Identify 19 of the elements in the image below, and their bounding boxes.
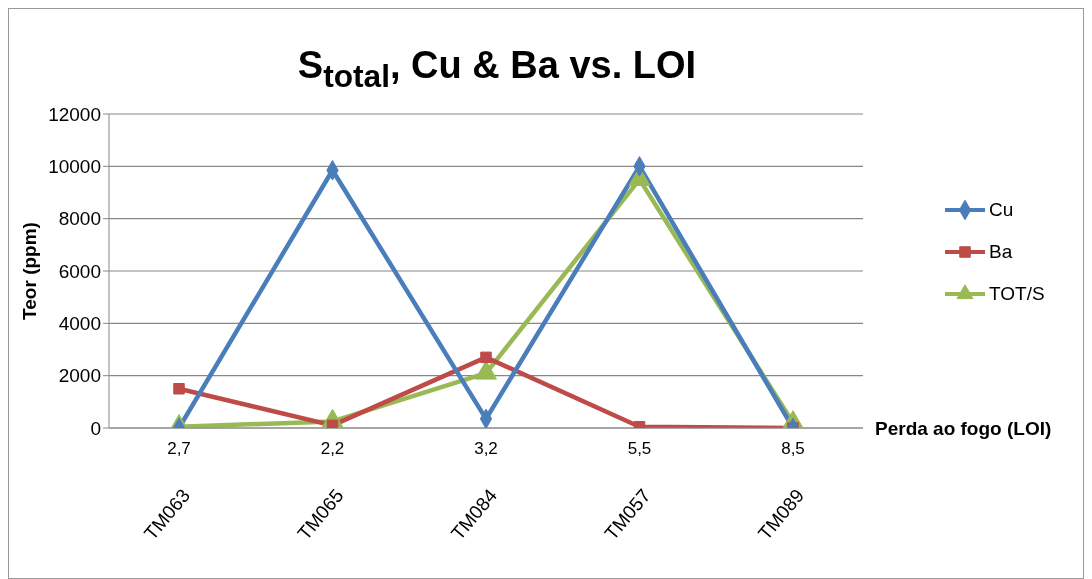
y-tick-label: 8000 <box>58 208 101 230</box>
x-axis-title: Perda ao fogo (LOI) <box>875 418 1052 440</box>
y-tick-label: 4000 <box>58 313 101 335</box>
legend-label: Ba <box>989 241 1013 263</box>
chart-title: S$_{total}$, Cu & Ba vs. LOI <box>296 44 698 95</box>
point <box>475 360 497 380</box>
x-tick-label: 3,2 <box>474 439 498 458</box>
y-axis-title: Teor (ppm) <box>18 222 40 320</box>
legend-label: TOT/S <box>989 283 1045 305</box>
y-tick-label: 6000 <box>58 260 101 282</box>
y-tick-label: 12000 <box>48 103 101 125</box>
y-tick-label: 0 <box>90 417 101 439</box>
y-tick-label: 10000 <box>48 156 101 178</box>
x-tick-label: 8,5 <box>781 439 805 458</box>
legend-label: Cu <box>989 199 1014 221</box>
y-tick-label: 2000 <box>58 365 101 387</box>
x-tick-label: 5,5 <box>627 439 652 458</box>
x-tick-label: 2,2 <box>320 439 345 458</box>
x-tick-label: 2,7 <box>167 439 191 458</box>
